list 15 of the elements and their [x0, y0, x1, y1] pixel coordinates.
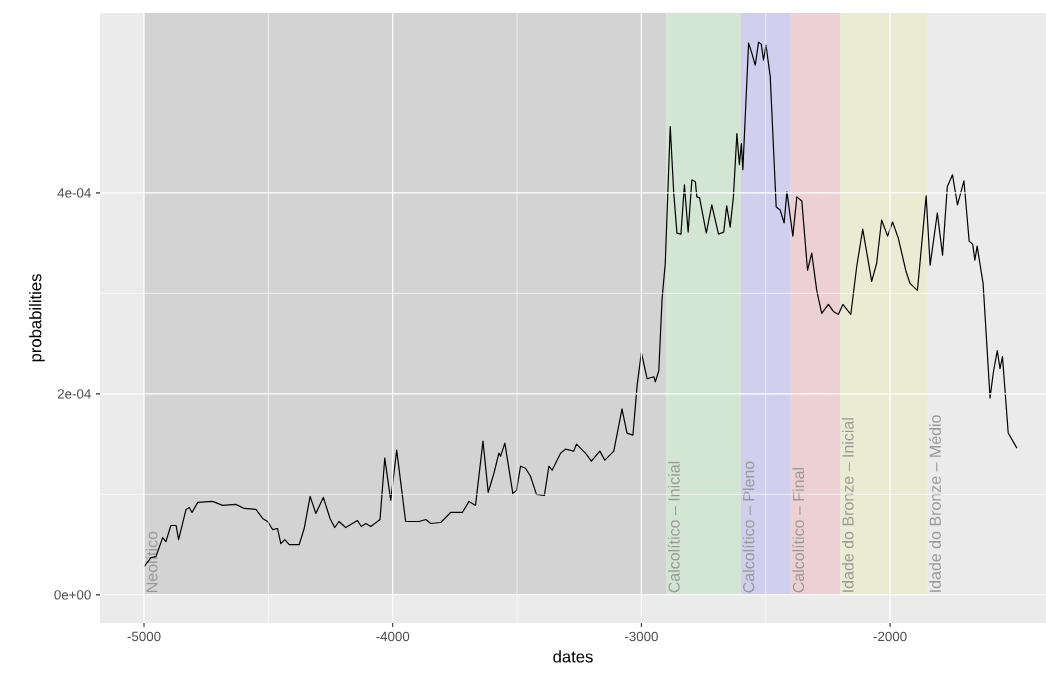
- annotation: Idade do Bronze – Médio: [928, 415, 941, 592]
- x-axis-title: dates: [553, 650, 593, 663]
- band-label: Calcolítico – Inicial: [667, 461, 680, 593]
- y-tick-label: 4e-04: [57, 188, 91, 198]
- x-tick-label: -2000: [873, 631, 907, 642]
- x-tick-label: -4000: [376, 631, 410, 642]
- band-label: Idade do Bronze – Inicial: [841, 418, 854, 592]
- y-tick-label: 0e+00: [54, 590, 91, 600]
- y-tick-label: 2e-04: [57, 389, 91, 399]
- band-label: Calcolítico – Pleno: [742, 461, 755, 593]
- y-axis-title: probabilities: [29, 274, 45, 362]
- x-tick-label: -5000: [127, 631, 161, 642]
- x-tick-label: -3000: [624, 631, 658, 642]
- band-label: Neolítico: [145, 531, 158, 592]
- band-label: Calcolítico – Final: [792, 468, 805, 593]
